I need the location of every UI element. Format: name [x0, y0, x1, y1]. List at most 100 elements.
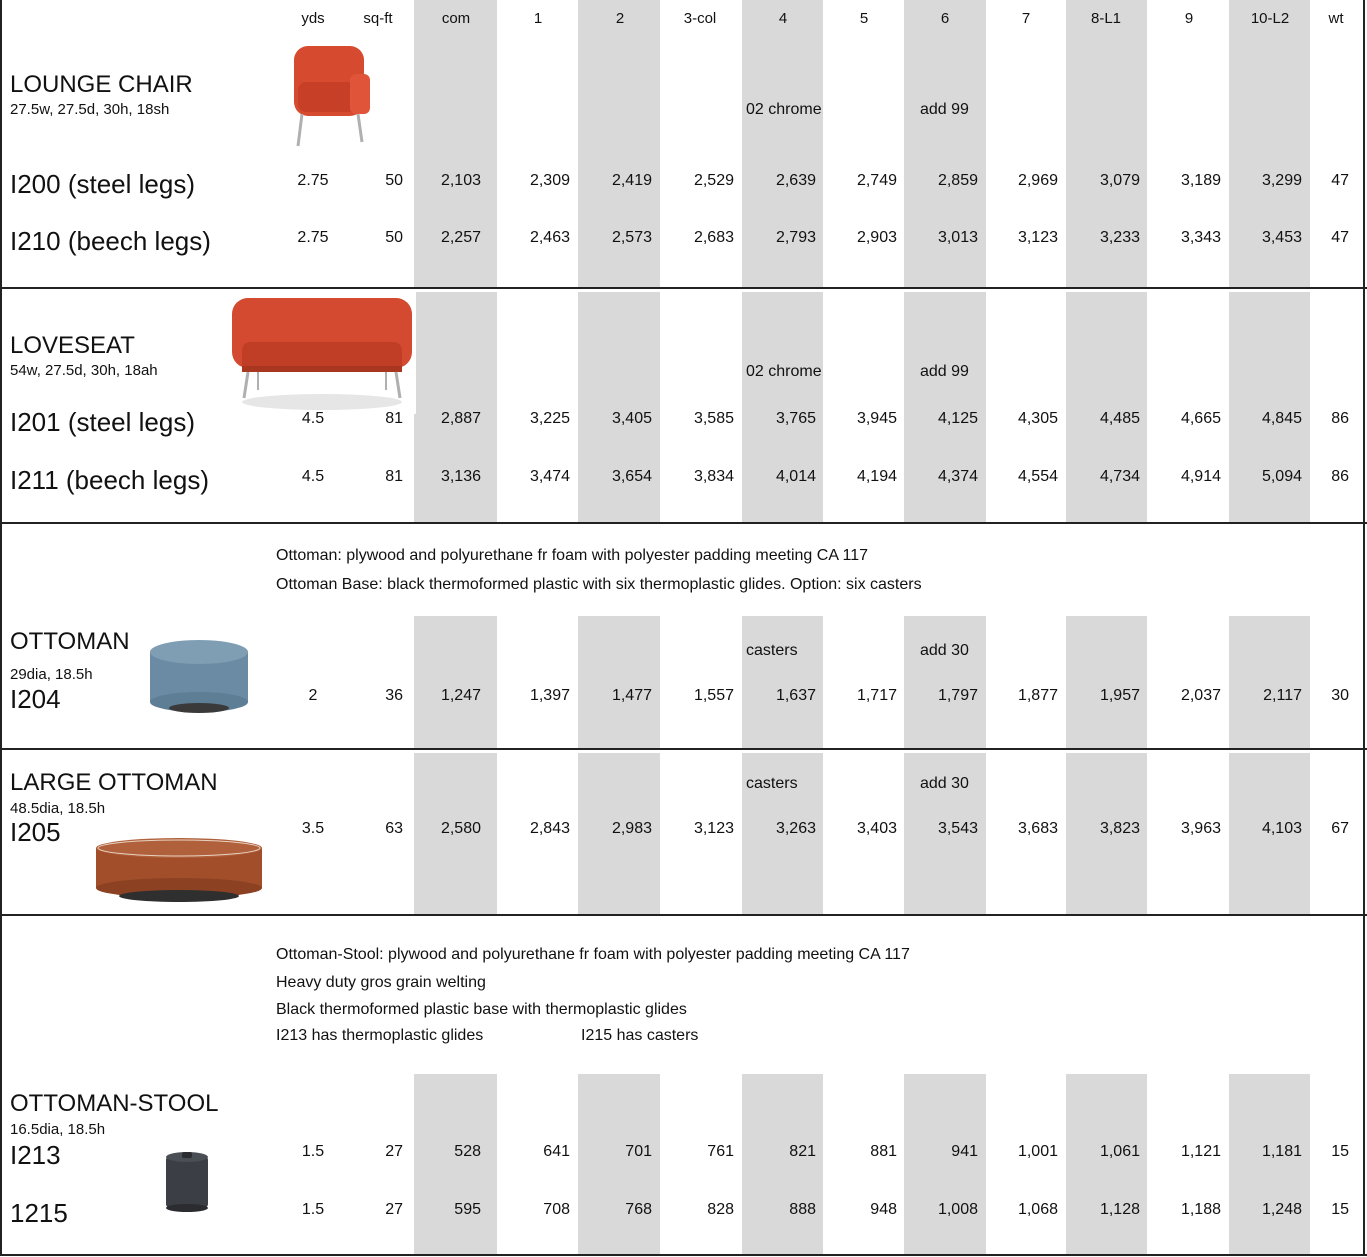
- price-cell-g6: 4,374: [937, 468, 978, 485]
- stool-title: OTTOMAN-STOOL: [10, 1090, 219, 1117]
- stool-note-material: Ottoman-Stool: plywood and polyurethane …: [276, 946, 910, 963]
- price-cell-g7: 2,969: [1017, 172, 1058, 189]
- price-cell-g4: 821: [789, 1143, 816, 1160]
- column-band: [1066, 753, 1147, 914]
- price-cell-yds: 2.75: [297, 172, 329, 189]
- column-band: [742, 616, 823, 748]
- price-cell-g2: 3,405: [611, 410, 652, 427]
- price-cell-g3: 3,834: [693, 468, 734, 485]
- column-band: [1229, 292, 1310, 522]
- stool-note-glides: I213 has thermoplastic glides: [276, 1027, 484, 1044]
- price-cell-g3: 1,557: [693, 687, 734, 704]
- price-cell-g9: 1,188: [1180, 1201, 1221, 1218]
- price-cell-g1: 3,474: [529, 468, 570, 485]
- price-cell-g6: 2,859: [937, 172, 978, 189]
- large-ottoman-option-casters: casters: [746, 775, 798, 792]
- column-band: [904, 0, 986, 287]
- price-cell-wt: 67: [1331, 820, 1349, 837]
- product-name: I211 (beech legs): [10, 465, 209, 495]
- price-cell-sqft: 63: [385, 820, 403, 837]
- price-cell-g6: 3,543: [937, 820, 978, 837]
- price-cell-g4: 3,765: [775, 410, 816, 427]
- price-cell-sqft: 81: [385, 468, 403, 485]
- column-header-g4: 4: [778, 10, 788, 27]
- price-cell-sqft: 50: [385, 172, 403, 189]
- price-cell-g4: 3,263: [775, 820, 816, 837]
- price-cell-g1: 2,463: [529, 229, 570, 246]
- column-band: [578, 292, 660, 522]
- price-cell-yds: 3.5: [301, 820, 325, 837]
- price-cell-sqft: 50: [385, 229, 403, 246]
- column-band: [414, 616, 497, 748]
- column-band: [904, 616, 986, 748]
- price-cell-g9: 3,189: [1180, 172, 1221, 189]
- ottoman-note-material: Ottoman: plywood and polyurethane fr foa…: [276, 547, 869, 564]
- column-band: [1066, 292, 1147, 522]
- price-cell-g7: 4,305: [1017, 410, 1058, 427]
- price-cell-g4: 4,014: [775, 468, 816, 485]
- column-band: [742, 753, 823, 914]
- column-band: [904, 292, 986, 522]
- column-header-g7: 7: [1021, 10, 1031, 27]
- price-cell-g3: 2,529: [693, 172, 734, 189]
- divider-loveseat: [0, 287, 1367, 289]
- price-cell-g8: 1,061: [1099, 1143, 1140, 1160]
- price-cell-com: 3,136: [440, 468, 481, 485]
- price-cell-g5: 881: [870, 1143, 897, 1160]
- price-cell-wt: 15: [1331, 1143, 1349, 1160]
- price-cell-g1: 1,397: [529, 687, 570, 704]
- column-header-g6: 6: [940, 10, 950, 27]
- column-header-g8: 8-L1: [1090, 10, 1122, 27]
- price-cell-com: 1,247: [440, 687, 481, 704]
- price-cell-g7: 3,683: [1017, 820, 1058, 837]
- column-band: [1066, 1074, 1147, 1254]
- column-band: [1066, 616, 1147, 748]
- ottoman-option-casters: casters: [746, 642, 798, 659]
- lounge-chair-option-finish: 02 chrome: [746, 101, 822, 118]
- price-cell-g7: 4,554: [1017, 468, 1058, 485]
- price-cell-g9: 1,121: [1180, 1143, 1221, 1160]
- price-cell-wt: 86: [1331, 468, 1349, 485]
- price-cell-g6: 1,797: [937, 687, 978, 704]
- price-cell-sqft: 27: [385, 1201, 403, 1218]
- price-cell-g2: 1,477: [611, 687, 652, 704]
- price-cell-g7: 1,001: [1017, 1143, 1058, 1160]
- lounge-chair-option-upcharge: add 99: [920, 101, 969, 118]
- price-cell-g8: 1,128: [1099, 1201, 1140, 1218]
- column-header-g1: 1: [533, 10, 543, 27]
- ottoman-dims: 29dia, 18.5h: [10, 666, 93, 683]
- lounge-chair-dims: 27.5w, 27.5d, 30h, 18sh: [10, 101, 170, 118]
- large-ottoman-image: [96, 838, 262, 902]
- column-band: [414, 292, 497, 522]
- product-name: I200 (steel legs): [10, 169, 195, 199]
- column-band: [1229, 0, 1310, 287]
- price-cell-g10: 4,845: [1261, 410, 1302, 427]
- stool-dims: 16.5dia, 18.5h: [10, 1121, 106, 1138]
- price-cell-g9: 4,665: [1180, 410, 1221, 427]
- column-band: [904, 1074, 986, 1254]
- large-ottoman-option-upcharge: add 30: [920, 775, 969, 792]
- price-cell-g1: 2,843: [529, 820, 570, 837]
- product-name: 1215: [10, 1198, 68, 1228]
- price-cell-g5: 2,903: [856, 229, 897, 246]
- product-name: I204: [10, 684, 61, 714]
- price-cell-g7: 1,877: [1017, 687, 1058, 704]
- price-cell-g10: 3,299: [1261, 172, 1302, 189]
- column-band: [578, 1074, 660, 1254]
- stool-note-welting: Heavy duty gros grain welting: [276, 974, 486, 991]
- column-header-g2: 2: [615, 10, 625, 27]
- price-cell-g8: 4,734: [1099, 468, 1140, 485]
- price-cell-com: 2,103: [440, 172, 481, 189]
- price-cell-g1: 3,225: [529, 410, 570, 427]
- price-cell-wt: 47: [1331, 229, 1349, 246]
- column-band: [742, 292, 823, 522]
- price-cell-wt: 47: [1331, 172, 1349, 189]
- product-name: I210 (beech legs): [10, 226, 211, 256]
- price-cell-g1: 641: [543, 1143, 570, 1160]
- price-cell-g9: 3,963: [1180, 820, 1221, 837]
- divider-stool-notes: [0, 914, 1367, 916]
- column-header-g9: 9: [1184, 10, 1194, 27]
- loveseat-option-finish: 02 chrome: [746, 363, 822, 380]
- column-header-g10: 10-L2: [1250, 10, 1290, 27]
- column-band: [904, 753, 986, 914]
